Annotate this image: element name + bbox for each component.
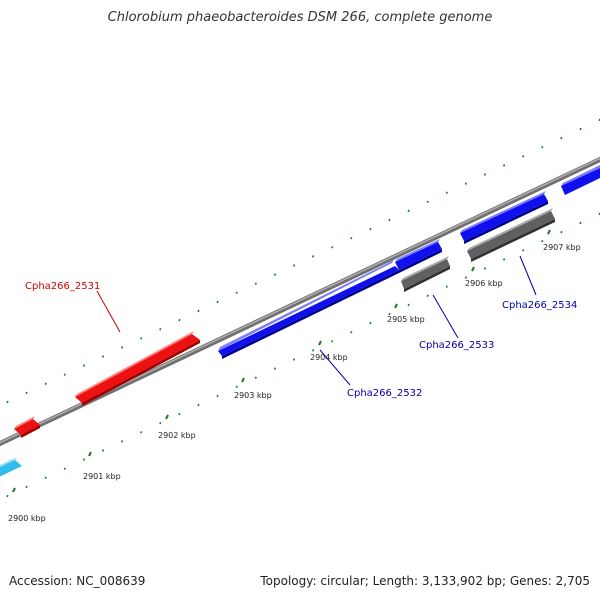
minor-tick-outer bbox=[44, 382, 47, 386]
minor-tick-outer bbox=[254, 282, 257, 285]
minor-tick-inner bbox=[331, 340, 334, 343]
minor-tick-inner bbox=[369, 321, 372, 325]
minor-tick-outer bbox=[311, 255, 315, 258]
minor-tick-inner bbox=[254, 376, 257, 379]
leader-cpha266-2534 bbox=[519, 255, 537, 296]
minor-tick-outer bbox=[159, 327, 162, 331]
minor-tick-outer bbox=[140, 337, 143, 340]
minor-tick-inner bbox=[101, 449, 105, 452]
gene-feature-cpha266-2531[interactable] bbox=[75, 331, 200, 406]
minor-tick-inner bbox=[426, 294, 429, 298]
gene-label-cpha266-2532[interactable]: Cpha266_2532 bbox=[347, 388, 422, 399]
minor-tick-outer bbox=[235, 291, 238, 295]
minor-tick-outer bbox=[331, 246, 334, 249]
gene-feature-blue-2905[interactable] bbox=[395, 239, 442, 273]
gene-label-cpha266-2533[interactable]: Cpha266_2533 bbox=[419, 340, 494, 351]
gene-feature-gray-2906[interactable] bbox=[467, 208, 555, 262]
minor-tick-outer bbox=[292, 264, 296, 267]
minor-tick-outer bbox=[579, 127, 582, 131]
minor-tick-inner bbox=[560, 230, 563, 234]
minor-tick-inner bbox=[140, 431, 143, 434]
leader-cpha266-2533 bbox=[432, 294, 459, 339]
tick-label-2901: 2901 kbp bbox=[83, 472, 121, 481]
gene-feature-blue-edge[interactable] bbox=[561, 165, 600, 195]
minor-tick-inner bbox=[502, 258, 506, 261]
tick-dots-inner bbox=[6, 212, 600, 498]
minor-tick-inner bbox=[25, 485, 28, 489]
minor-tick-inner bbox=[273, 367, 277, 370]
genome-summary-text: Topology: circular; Length: 3,133,902 bp… bbox=[260, 574, 590, 588]
tick-label-2900: 2900 kbp bbox=[8, 514, 46, 523]
minor-tick-inner bbox=[178, 412, 181, 416]
tick-label-2906: 2906 kbp bbox=[465, 279, 503, 288]
minor-tick-inner bbox=[292, 358, 296, 361]
gene-label-cpha266-2534[interactable]: Cpha266_2534 bbox=[502, 300, 577, 311]
minor-tick-inner bbox=[541, 239, 544, 243]
minor-tick-outer bbox=[178, 318, 181, 322]
tick-label-2904: 2904 kbp bbox=[310, 353, 348, 362]
minor-tick-outer bbox=[560, 136, 563, 140]
major-ticks: 2900 kbp 2901 kbp 2902 kbp 2903 kbp 2904… bbox=[8, 229, 581, 523]
minor-tick-inner bbox=[388, 312, 391, 316]
minor-tick-inner bbox=[311, 349, 315, 352]
minor-tick-inner bbox=[6, 494, 9, 498]
minor-tick-inner bbox=[407, 303, 410, 307]
minor-tick-outer bbox=[483, 173, 487, 176]
minor-tick-inner bbox=[159, 421, 162, 425]
leader-cpha266-2532 bbox=[319, 349, 351, 386]
minor-tick-outer bbox=[445, 191, 448, 194]
minor-tick-outer bbox=[216, 300, 219, 304]
minor-tick-outer bbox=[464, 182, 468, 185]
gene-labels: Cpha266_2531 Cpha266_2532 Cpha266_2533 C… bbox=[25, 255, 577, 399]
minor-tick-outer bbox=[6, 400, 9, 404]
minor-tick-inner bbox=[197, 403, 200, 407]
minor-tick-inner bbox=[63, 467, 66, 470]
gene-feature-cyan[interactable] bbox=[0, 457, 22, 477]
minor-tick-inner bbox=[464, 276, 468, 279]
minor-tick-outer bbox=[63, 373, 66, 376]
minor-tick-inner bbox=[350, 330, 353, 334]
tick-label-2905: 2905 kbp bbox=[387, 315, 425, 324]
minor-tick-inner bbox=[445, 285, 448, 288]
tick-label-2907: 2907 kbp bbox=[543, 243, 581, 252]
minor-tick-inner bbox=[82, 458, 86, 461]
minor-tick-outer bbox=[541, 145, 544, 149]
minor-tick-outer bbox=[197, 309, 200, 313]
minor-tick-inner bbox=[483, 267, 487, 270]
minor-tick-inner bbox=[522, 249, 525, 252]
gene-feature-cpha266-2532[interactable] bbox=[218, 260, 399, 359]
gene-feature-red-small[interactable] bbox=[14, 416, 40, 438]
tick-label-2902: 2902 kbp bbox=[158, 431, 196, 440]
accession-text: Accession: NC_008639 bbox=[9, 574, 146, 588]
minor-tick-outer bbox=[101, 355, 105, 358]
minor-tick-outer bbox=[350, 236, 353, 240]
gene-label-cpha266-2531[interactable]: Cpha266_2531 bbox=[25, 281, 100, 292]
minor-tick-outer bbox=[426, 200, 429, 204]
minor-tick-outer bbox=[25, 391, 28, 395]
leader-cpha266-2531 bbox=[96, 290, 121, 333]
minor-tick-outer bbox=[388, 218, 391, 222]
minor-tick-inner bbox=[235, 385, 238, 389]
gene-feature-cpha266-2534[interactable] bbox=[460, 191, 548, 244]
minor-tick-inner bbox=[579, 221, 582, 225]
minor-tick-outer bbox=[273, 273, 277, 276]
minor-tick-inner bbox=[216, 394, 219, 398]
minor-tick-outer bbox=[502, 164, 506, 167]
minor-tick-outer bbox=[522, 155, 525, 158]
minor-tick-inner bbox=[44, 476, 47, 480]
gene-feature-cpha266-2533[interactable] bbox=[401, 256, 450, 292]
minor-tick-outer bbox=[369, 227, 372, 231]
map-title: Chlorobium phaeobacteroides DSM 266, com… bbox=[107, 10, 493, 25]
minor-tick-outer bbox=[407, 209, 410, 213]
minor-tick-outer bbox=[82, 364, 86, 367]
minor-tick-outer bbox=[120, 346, 124, 349]
minor-tick-inner bbox=[120, 440, 124, 443]
tick-dots-outer bbox=[6, 118, 600, 404]
tick-label-2903: 2903 kbp bbox=[234, 391, 272, 400]
